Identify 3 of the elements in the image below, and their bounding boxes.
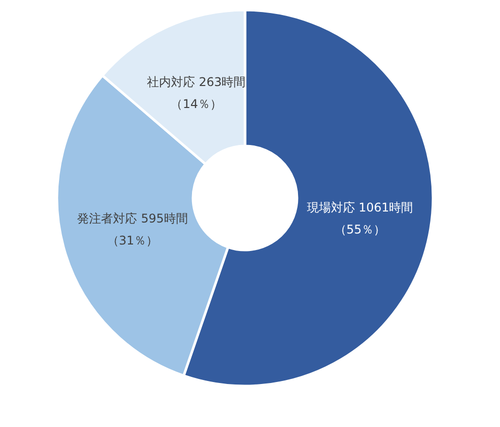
slice-label: 社内対応 263時間（14％） (146, 75, 246, 112)
slice-label: 現場対応 1061時間（55％） (306, 200, 414, 236)
slice-label: 発注者対応 595時間（31％） (77, 211, 188, 248)
